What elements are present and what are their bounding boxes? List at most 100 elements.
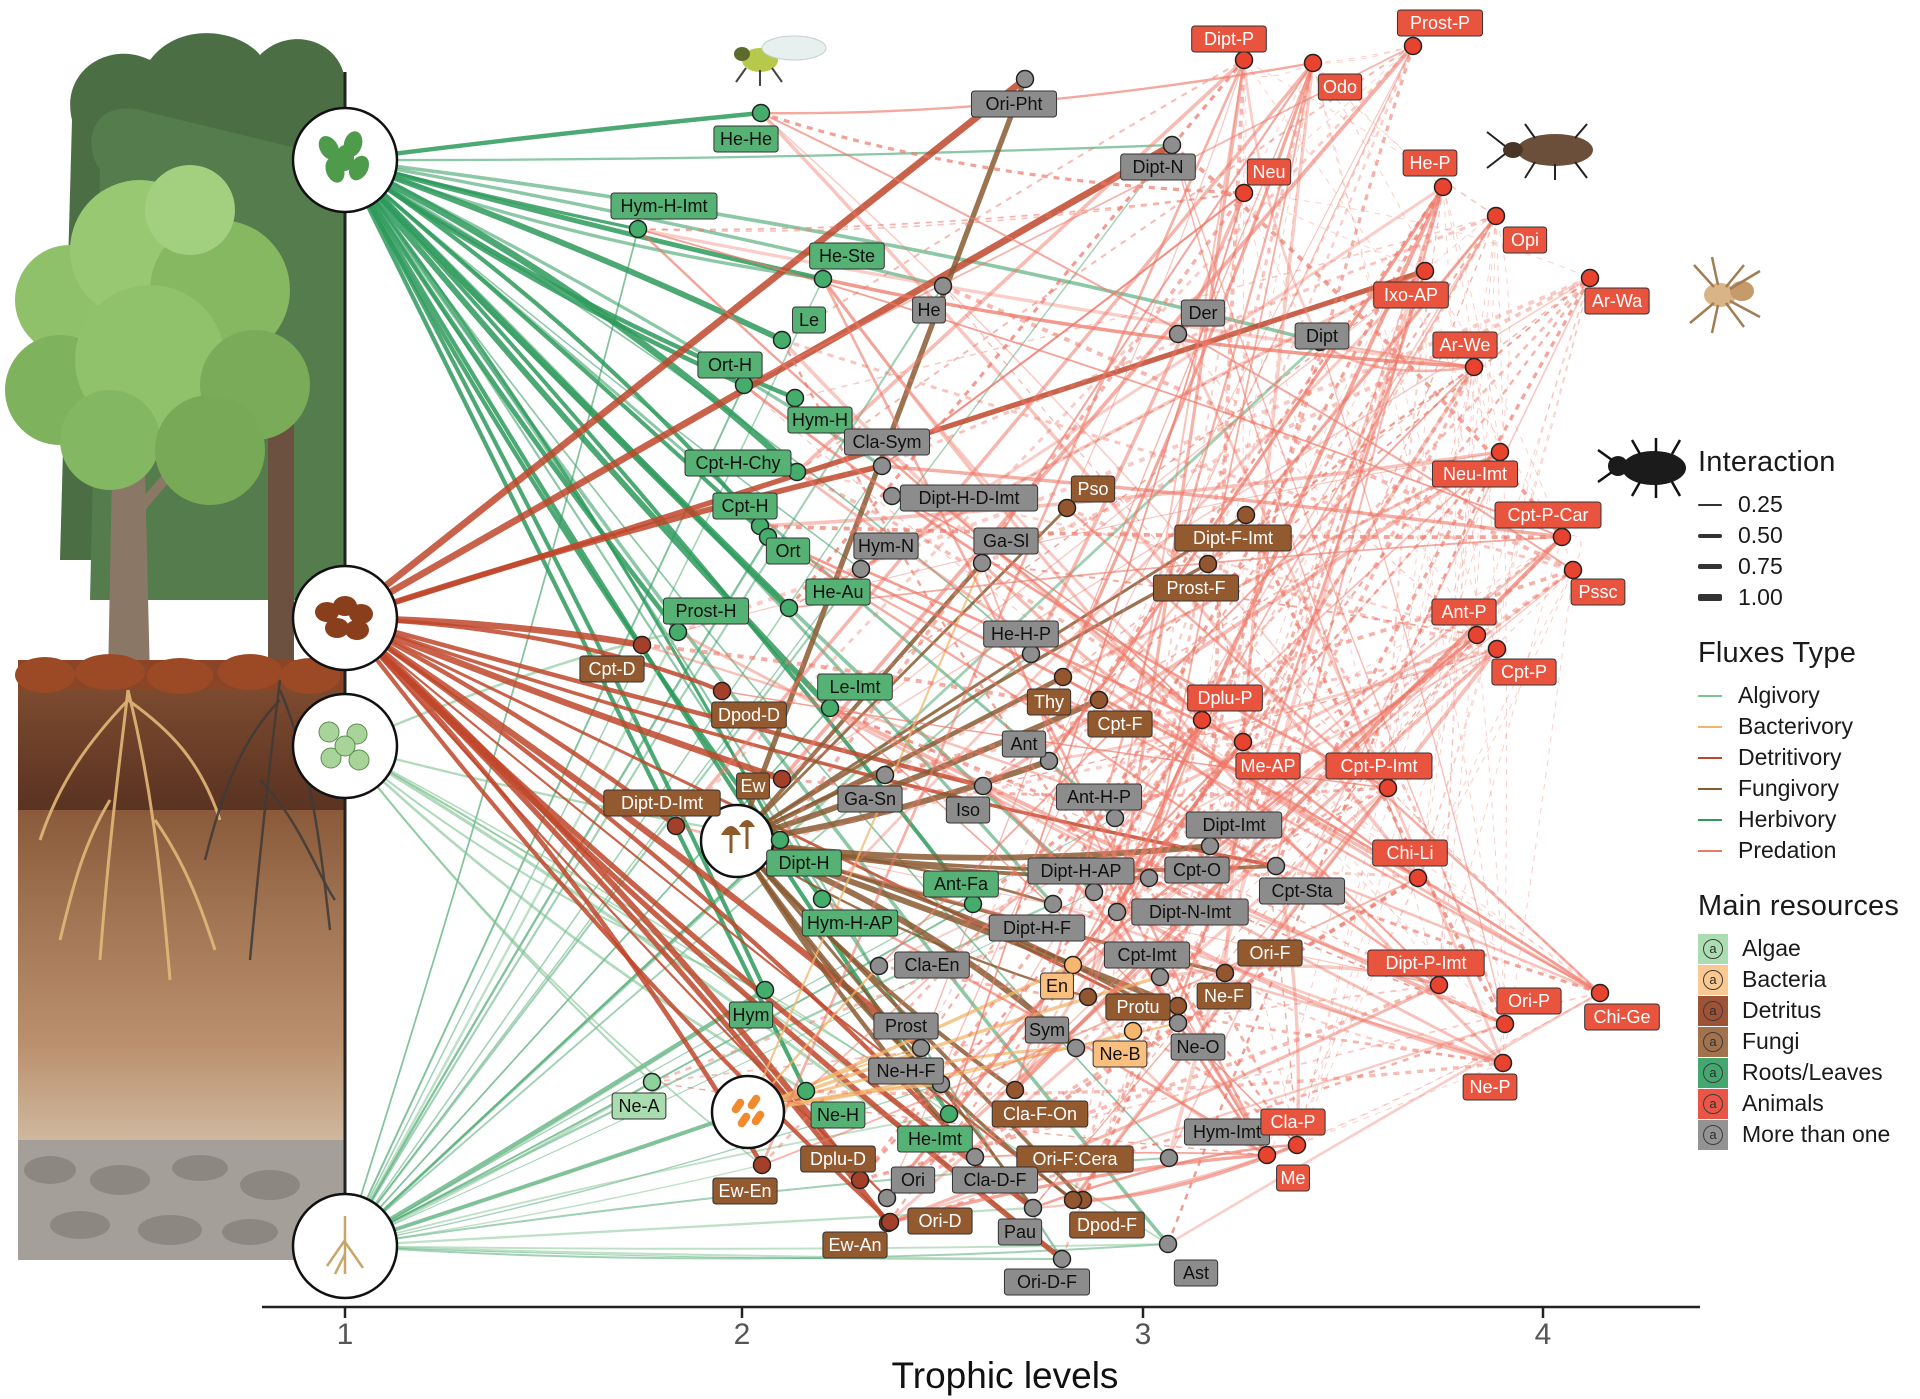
taxon-node: He-Ste [809,242,885,289]
taxon-label: Pau [1004,1222,1036,1242]
taxon-label-box [611,1092,667,1120]
taxon-label-box [579,655,645,683]
fungi-resource-icon [699,803,775,879]
taxon-label-box [1070,475,1116,503]
taxon-node: Dipt-P-Imt [1367,949,1485,995]
taxon-node: Neu [1234,158,1292,203]
taxon-label: Protu [1116,997,1159,1017]
interaction-edge [343,615,784,783]
flux-legend-label: Detritivory [1738,744,1842,770]
bacteria-resource-icon [710,1074,786,1150]
taxon-node-dot [1408,868,1428,888]
taxon-label: Ori-D [919,1211,962,1231]
taxon-node-dot [770,830,790,850]
interaction-edge [343,616,765,1167]
resource-legend-item: a Animals [1698,1088,1918,1119]
taxon-node: Ori-Pht [970,69,1058,118]
line-width-swatch [1698,503,1722,506]
taxon-label: Ew-An [828,1235,881,1255]
taxon-label: Chi-Li [1386,843,1433,863]
taxon-label-box [817,673,893,701]
taxon-label: Ne-O [1176,1037,1219,1057]
taxon-node-dot [1063,955,1083,975]
interaction-edge [1242,62,1314,743]
taxon-label: Cpt-P [1501,662,1547,682]
taxon-node: Thy [1026,667,1073,716]
taxon-node: Ew [736,769,792,800]
fluxes-legend-title: Fluxes Type [1698,637,1857,669]
taxon-node: Cpt-O [1139,856,1230,888]
interaction-edge [1116,647,1498,914]
taxon-label: Ne-H-F [877,1061,936,1081]
interaction-edge [344,1244,1063,1261]
taxon-label-box [1185,811,1283,839]
taxon-node-dot [972,553,992,573]
taxon-label: Pso [1077,479,1108,499]
taxon-label-box [1173,1259,1219,1287]
interaction-edge [1148,877,1506,1025]
interaction-edge [344,157,824,282]
taxon-node: He-He [713,103,779,153]
taxon-node: Cla-P [1260,1108,1326,1155]
taxon-label-box [1502,226,1548,254]
interaction-edge [822,277,1475,369]
taxon-node: Le [772,306,826,350]
interaction-edge [1319,341,1506,1025]
taxon-node-dot [933,276,953,296]
taxon-label: Ne-A [618,1096,659,1116]
taxon-node-dot [752,1155,772,1175]
flux-legend-item: Herbivory [1698,804,1918,835]
taxon-label: Ar-We [1440,335,1491,355]
taxon-label: Hym-Imt [1193,1122,1261,1142]
taxon-node-dot [1192,710,1212,730]
taxon-node-dot [1168,1013,1188,1033]
taxon-label-box [1496,987,1562,1015]
interaction-edge [1061,62,1315,678]
interaction-edge [677,630,1504,1065]
interaction-edge [884,450,1501,777]
taxon-node: Ne-H-F [868,1057,951,1094]
taxon-node: Dipt-D-Imt [603,789,721,836]
taxon-label: Hym-H [792,410,848,430]
interaction-edge [881,464,1563,539]
interaction-edge [1243,59,1247,194]
flux-legend-item: Bacterivory [1698,711,1918,742]
taxon-node-dot [1287,1135,1307,1155]
taxon-label: Ort [776,541,801,561]
interaction-edge [343,158,951,1116]
interaction-edge [1062,277,1591,678]
taxon-node-dot [1580,268,1600,288]
interaction-edge [1242,536,1563,743]
taxon-label-box [1372,839,1448,867]
taxon-label-box [1367,949,1485,977]
taxon-label: Dipt-H-D-Imt [919,488,1020,508]
taxon-node-dot [813,269,833,289]
taxon-node: Ga-Sn [837,765,903,813]
interaction-edge [780,44,1415,781]
taxon-label-box [983,620,1059,648]
taxon-label-box [1003,1268,1091,1296]
interaction-edge [1424,270,1478,636]
taxon-label-box [713,125,779,153]
taxon-label-box [1180,299,1226,327]
taxon-label: Neu [1252,162,1285,182]
interaction-edge [1442,186,1498,650]
taxon-node: Ew-An [822,1212,900,1259]
taxon-node: Pau [997,1198,1043,1246]
interaction-edge [637,228,1419,879]
resource-legend-item: a Detritus [1698,995,1918,1026]
taxon-node: Neu-Imt [1431,442,1519,488]
basal-resource-hubs [291,106,786,1300]
taxon-node-dot [850,1170,870,1190]
interaction-edge [1438,366,1475,986]
fluxes-legend: Fluxes Type Algivory Bacterivory Detritivo… [1698,637,1918,866]
interaction-edge [1243,192,1440,986]
interaction-edge [746,562,984,1113]
taxon-node-dot [1052,1249,1072,1269]
taxon-node: Dplu-P [1187,684,1263,730]
interaction-legend-item: 0.25 [1698,489,1918,520]
taxon-node-dot [911,1038,931,1058]
taxon-node: Me [1257,1145,1310,1192]
interaction-edge [860,567,1244,744]
